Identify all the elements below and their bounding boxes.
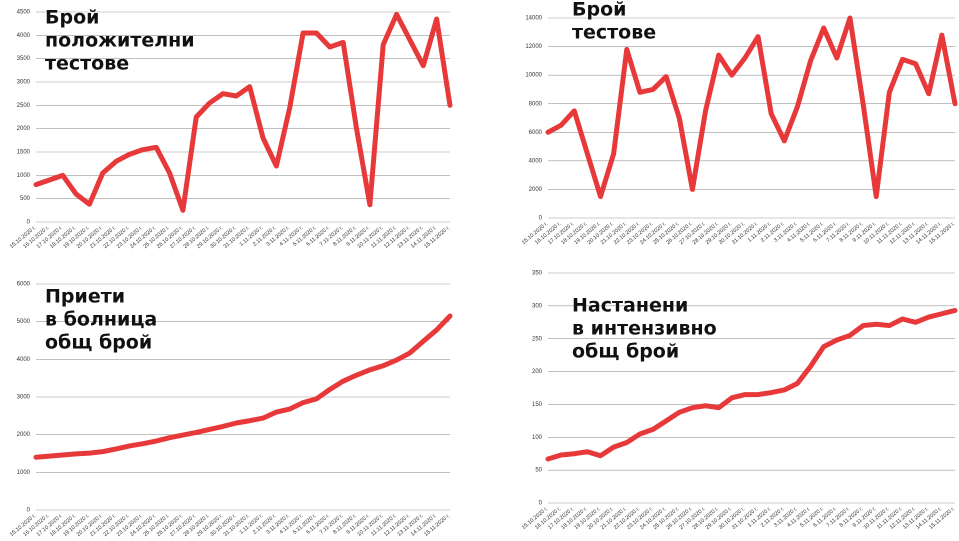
y-tick-label: 4500 — [17, 10, 31, 16]
y-tick-label: 1000 — [17, 173, 31, 179]
chart-title: общ брой — [45, 332, 152, 354]
y-tick-label: 300 — [532, 303, 543, 309]
chart-title: Настанени — [572, 295, 688, 317]
y-tick-label: 1000 — [17, 470, 31, 476]
y-tick-label: 2000 — [17, 432, 31, 438]
chart-title: тестове — [45, 53, 129, 75]
y-tick-label: 2000 — [529, 187, 543, 193]
data-line — [545, 307, 958, 462]
y-tick-label: 3000 — [17, 80, 31, 86]
y-tick-label: 4000 — [17, 357, 31, 363]
y-tick-label: 10000 — [525, 73, 542, 79]
chart-title: тестове — [572, 22, 656, 44]
chart-title: в болница — [45, 309, 157, 331]
y-tick-label: 150 — [532, 402, 543, 408]
data-line — [545, 15, 958, 200]
y-tick-label: 2500 — [17, 103, 31, 109]
chart-title: Брой — [45, 7, 99, 29]
y-tick-label: 500 — [20, 196, 31, 202]
y-tick-label: 0 — [539, 216, 543, 222]
y-tick-label: 0 — [27, 508, 31, 514]
chart-title: в интензивно — [572, 318, 717, 340]
y-tick-label: 0 — [27, 220, 31, 226]
y-tick-label: 6000 — [529, 130, 543, 136]
y-tick-label: 2000 — [17, 126, 31, 132]
y-tick-label: 6000 — [17, 282, 31, 288]
data-line — [33, 313, 453, 460]
y-tick-label: 4000 — [17, 33, 31, 39]
chart-title: Брой — [572, 0, 626, 21]
y-tick-label: 12000 — [525, 44, 542, 50]
chart-title: Приети — [45, 286, 125, 308]
y-tick-label: 50 — [535, 468, 542, 474]
y-tick-label: 100 — [532, 435, 543, 441]
chart-title: общ брой — [572, 341, 679, 363]
y-tick-label: 250 — [532, 336, 543, 342]
y-tick-label: 14000 — [525, 16, 542, 22]
y-tick-label: 1500 — [17, 150, 31, 156]
y-tick-label: 0 — [539, 501, 543, 507]
y-tick-label: 3500 — [17, 56, 31, 62]
data-line — [33, 11, 453, 213]
chart-title: положителни — [45, 30, 195, 52]
y-tick-label: 350 — [532, 271, 543, 277]
y-tick-label: 3000 — [17, 395, 31, 401]
y-tick-label: 8000 — [529, 101, 543, 107]
y-tick-label: 5000 — [17, 319, 31, 325]
y-tick-label: 200 — [532, 369, 543, 375]
y-tick-label: 4000 — [529, 158, 543, 164]
